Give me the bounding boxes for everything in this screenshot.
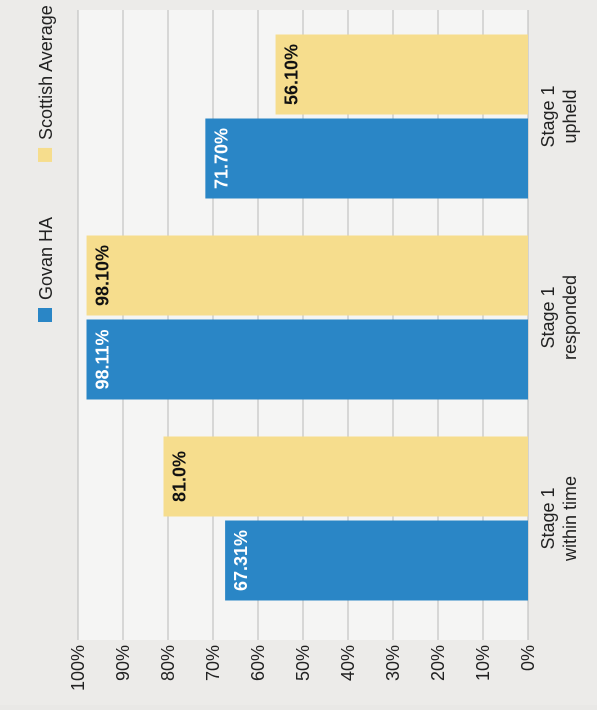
x-tick-label-line: Stage 1 (538, 286, 558, 348)
y-tick-label: 100% (68, 645, 88, 691)
data-label: 81.0% (170, 451, 190, 502)
bar (205, 118, 528, 199)
y-tick-label: 0% (518, 645, 538, 671)
y-tick-label: 70% (203, 645, 223, 681)
y-tick-label: 30% (383, 645, 403, 681)
bar (86, 235, 529, 316)
legend-swatch (38, 147, 52, 162)
bar (225, 520, 528, 601)
data-label: 71.70% (211, 128, 231, 189)
rotated-plot: 0% 10% 20% 30% 40% 50% 60% 70% 80% 90% 100% Stage 1… (36, 5, 580, 691)
data-label: 98.10% (93, 245, 113, 306)
y-tick-label: 90% (113, 645, 133, 681)
bar (275, 34, 528, 115)
y-tick-label: 80% (158, 645, 178, 681)
legend-label: Scottish Average (36, 5, 56, 140)
y-tick-label: 60% (248, 645, 268, 681)
legend-label: Govan HA (36, 217, 56, 300)
bar (86, 319, 528, 400)
x-tick-label: Stage 1 upheld (538, 85, 580, 147)
x-tick-label: Stage 1 within time (538, 476, 580, 562)
data-label: 67.31% (231, 530, 251, 591)
x-tick-label-line: within time (560, 476, 580, 562)
x-tick-label: Stage 1 responded (538, 275, 580, 360)
data-label: 98.11% (93, 329, 113, 389)
bar (163, 436, 528, 517)
y-tick-label: 50% (293, 645, 313, 681)
y-tick-label: 40% (338, 645, 358, 681)
data-label: 56.10% (282, 44, 302, 105)
y-tick-label: 20% (428, 645, 448, 681)
x-tick-label-line: upheld (560, 89, 580, 143)
x-tick-label-line: responded (560, 275, 580, 360)
x-tick-label-line: Stage 1 (538, 487, 558, 549)
x-tick-label-line: Stage 1 (538, 85, 558, 147)
legend-swatch (38, 308, 52, 322)
y-tick-label: 10% (473, 645, 493, 681)
